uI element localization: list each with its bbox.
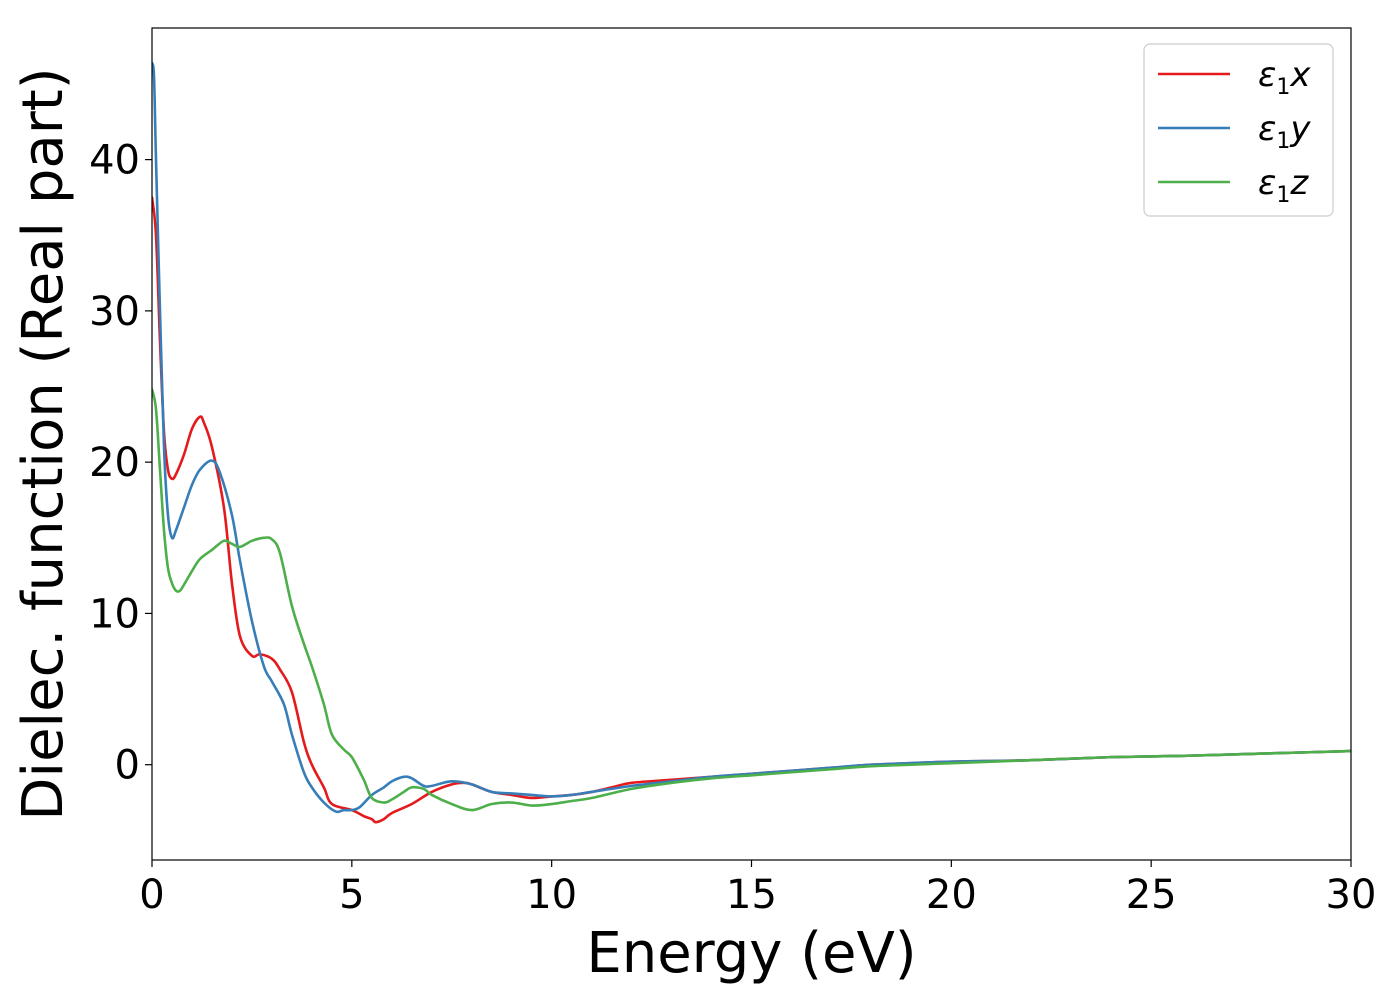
x-tick-label: 15 bbox=[726, 872, 777, 918]
y-tick-label: 10 bbox=[89, 591, 140, 637]
y-axis-label: Dielec. function (Real part) bbox=[11, 67, 76, 820]
series-line-y bbox=[152, 61, 1351, 814]
y-tick-label: 40 bbox=[89, 138, 140, 184]
y-axis-ticks: 0 10 20 30 40 bbox=[89, 138, 152, 789]
legend-label: ε1y bbox=[1258, 109, 1311, 154]
series-layer bbox=[152, 61, 1351, 824]
legend: ε1x ε1y ε1z bbox=[1143, 43, 1334, 217]
x-tick-label: 20 bbox=[926, 872, 977, 918]
legend-box bbox=[1143, 43, 1334, 217]
y-tick-label: 0 bbox=[115, 743, 140, 789]
legend-item-y: ε1y bbox=[1158, 109, 1311, 154]
legend-label: ε1x bbox=[1258, 55, 1311, 100]
x-tick-label: 5 bbox=[339, 872, 364, 918]
y-tick-label: 30 bbox=[89, 289, 140, 335]
x-tick-label: 30 bbox=[1326, 872, 1377, 918]
legend-item-z: ε1z bbox=[1158, 163, 1309, 208]
x-tick-label: 10 bbox=[526, 872, 577, 918]
legend-item-x: ε1x bbox=[1158, 55, 1311, 100]
y-tick-label: 20 bbox=[89, 440, 140, 486]
x-axis-ticks: 0 5 10 15 20 25 30 bbox=[139, 860, 1376, 918]
legend-label: ε1z bbox=[1258, 163, 1309, 208]
x-tick-label: 25 bbox=[1126, 872, 1177, 918]
x-axis-label: Energy (eV) bbox=[586, 921, 916, 986]
series-line-z bbox=[152, 388, 1351, 812]
series-line-x bbox=[152, 196, 1351, 824]
x-tick-label: 0 bbox=[139, 872, 164, 918]
